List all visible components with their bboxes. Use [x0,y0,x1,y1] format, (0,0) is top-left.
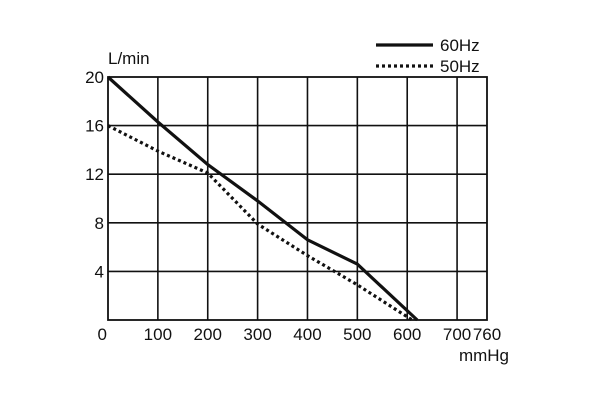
x-tick-label: 700 [443,325,471,344]
legend-label-60hz: 60Hz [440,36,480,55]
series-line-50hz [107,124,414,322]
series-line-60hz [106,75,419,322]
y-tick-label: 12 [85,165,104,184]
x-tick-label: 100 [144,325,172,344]
y-axis-label: L/min [108,49,150,68]
x-tick-label: 400 [293,325,321,344]
legend-label-50hz: 50Hz [440,57,480,76]
x-tick-label: 500 [343,325,371,344]
y-tick-label: 16 [85,117,104,136]
x-tick-label: 200 [194,325,222,344]
y-tick-label: 4 [95,262,104,281]
legend: 60Hz 50Hz [376,36,480,76]
series-layer [106,75,419,322]
plot-frame [107,76,488,321]
y-tick-label: 20 [85,68,104,87]
grid [107,76,488,321]
x-tick-label: 300 [243,325,271,344]
x-tick-label: 0 [98,325,107,344]
x-tick-label: 760 [473,325,501,344]
x-tick-label: 600 [393,325,421,344]
y-tick-label: 8 [95,214,104,233]
x-axis-label: mmHg [459,346,509,365]
